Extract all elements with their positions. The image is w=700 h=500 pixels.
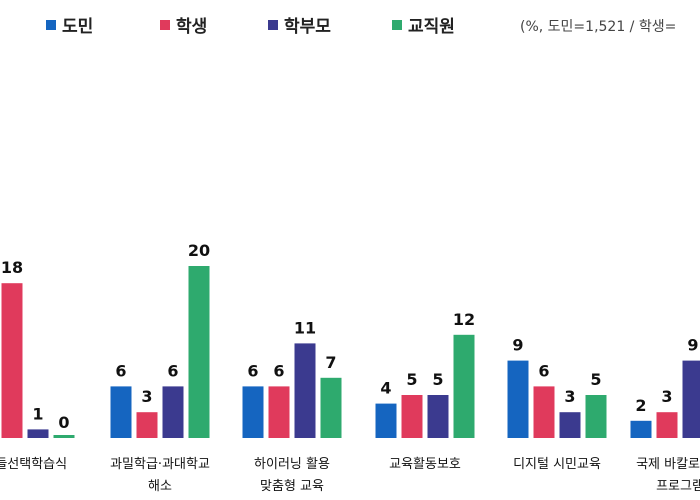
data-label-0-3: 4 — [380, 379, 391, 398]
legend-item-parent: 학부모 — [268, 12, 331, 37]
legend-label-staff: 교직원 — [408, 17, 455, 37]
bar-1-0 — [1, 283, 23, 438]
data-label-2-3: 5 — [432, 370, 443, 389]
bar-2-3 — [427, 395, 449, 438]
bar-3-4 — [585, 395, 607, 438]
category-label-3-0: 교육활동보호 — [389, 457, 461, 472]
legend-swatch-staff — [392, 19, 402, 30]
data-label-0-1: 6 — [115, 361, 126, 380]
legend-item-student: 학생 — [160, 12, 207, 37]
bar-0-5 — [630, 420, 652, 438]
bar-2-4 — [559, 412, 581, 438]
category-label-5-0: 국제 바칼로레아 — [636, 457, 700, 472]
legend-label-domin: 도민 — [62, 17, 94, 37]
bar-3-2 — [320, 377, 342, 438]
legend-swatch-student — [160, 19, 170, 30]
legend: 도민 학생 학부모 교직원 — [0, 12, 700, 40]
bar-2-0 — [27, 429, 49, 438]
data-label-1-1: 3 — [141, 387, 152, 406]
sample-note: (%, 도민=1,521 / 학생= — [520, 19, 677, 35]
bar-2-5 — [682, 360, 700, 438]
category-label-4-0: 디지털 시민교육 — [513, 457, 601, 472]
legend-swatch-parent — [268, 19, 278, 30]
data-label-2-5: 9 — [687, 336, 698, 355]
data-label-2-4: 3 — [564, 387, 575, 406]
category-label-0-0: ...들선택학습식 — [0, 457, 67, 472]
bar-0-1 — [110, 386, 132, 438]
legend-item-staff: 교직원 — [392, 12, 455, 37]
data-label-1-4: 6 — [538, 361, 549, 380]
data-label-3-0: 0 — [58, 413, 69, 432]
bar-2-2 — [294, 343, 316, 438]
data-label-2-0: 1 — [32, 404, 43, 423]
bar-3-3 — [453, 334, 475, 438]
bar-0-3 — [375, 403, 397, 438]
bar-1-5 — [656, 412, 678, 438]
bar-0-4 — [507, 360, 529, 438]
category-label-2-1: 맞춤형 교육 — [260, 479, 324, 494]
data-label-3-4: 5 — [590, 370, 601, 389]
legend-label-parent: 학부모 — [284, 17, 331, 37]
data-label-1-5: 3 — [661, 387, 672, 406]
data-label-3-2: 7 — [325, 353, 336, 372]
legend-label-student: 학생 — [176, 17, 208, 37]
bar-1-4 — [533, 386, 555, 438]
bar-0-2 — [242, 386, 264, 438]
data-label-0-5: 2 — [635, 396, 646, 415]
category-label-1-0: 과밀학급·과대학교 — [110, 457, 210, 472]
data-label-3-3: 12 — [453, 310, 475, 329]
category-label-5-1: 프로그램 — [656, 479, 700, 494]
data-label-1-2: 6 — [273, 361, 284, 380]
bar-2-1 — [162, 386, 184, 438]
data-label-2-2: 11 — [294, 318, 316, 337]
bar-1-1 — [136, 412, 158, 438]
data-label-2-1: 6 — [167, 361, 178, 380]
data-label-0-2: 6 — [247, 361, 258, 380]
legend-swatch-domin — [46, 19, 56, 30]
bar-3-1 — [188, 266, 210, 438]
category-label-2-0: 하이러닝 활용 — [254, 457, 330, 472]
data-label-1-3: 5 — [406, 370, 417, 389]
bar-zero-3-0 — [53, 435, 75, 438]
legend-item-domin: 도민 — [46, 12, 93, 37]
bar-1-3 — [401, 395, 423, 438]
data-label-0-4: 9 — [512, 336, 523, 355]
data-label-3-1: 20 — [188, 241, 210, 260]
category-label-1-1: 해소 — [148, 479, 172, 494]
data-label-1-0: 18 — [1, 258, 23, 277]
bar-1-2 — [268, 386, 290, 438]
